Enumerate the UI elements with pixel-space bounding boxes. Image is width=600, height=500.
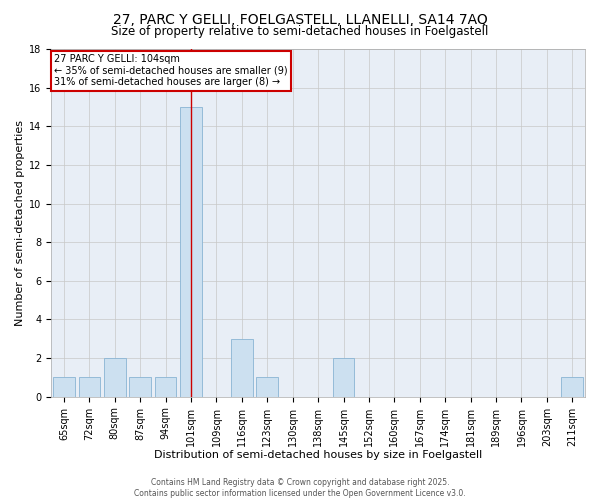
Bar [333, 358, 355, 397]
Bar [562, 378, 583, 396]
X-axis label: Distribution of semi-detached houses by size in Foelgastell: Distribution of semi-detached houses by … [154, 450, 482, 460]
Text: Contains HM Land Registry data © Crown copyright and database right 2025.
Contai: Contains HM Land Registry data © Crown c… [134, 478, 466, 498]
Bar [79, 378, 100, 396]
Text: 27 PARC Y GELLI: 104sqm
← 35% of semi-detached houses are smaller (9)
31% of sem: 27 PARC Y GELLI: 104sqm ← 35% of semi-de… [54, 54, 287, 88]
Bar [180, 107, 202, 397]
Text: 27, PARC Y GELLI, FOELGASTELL, LLANELLI, SA14 7AQ: 27, PARC Y GELLI, FOELGASTELL, LLANELLI,… [113, 12, 487, 26]
Bar [104, 358, 125, 397]
Bar [256, 378, 278, 396]
Text: Size of property relative to semi-detached houses in Foelgastell: Size of property relative to semi-detach… [112, 25, 488, 38]
Bar [231, 339, 253, 396]
Bar [53, 378, 75, 396]
Bar [130, 378, 151, 396]
Y-axis label: Number of semi-detached properties: Number of semi-detached properties [15, 120, 25, 326]
Bar [155, 378, 176, 396]
